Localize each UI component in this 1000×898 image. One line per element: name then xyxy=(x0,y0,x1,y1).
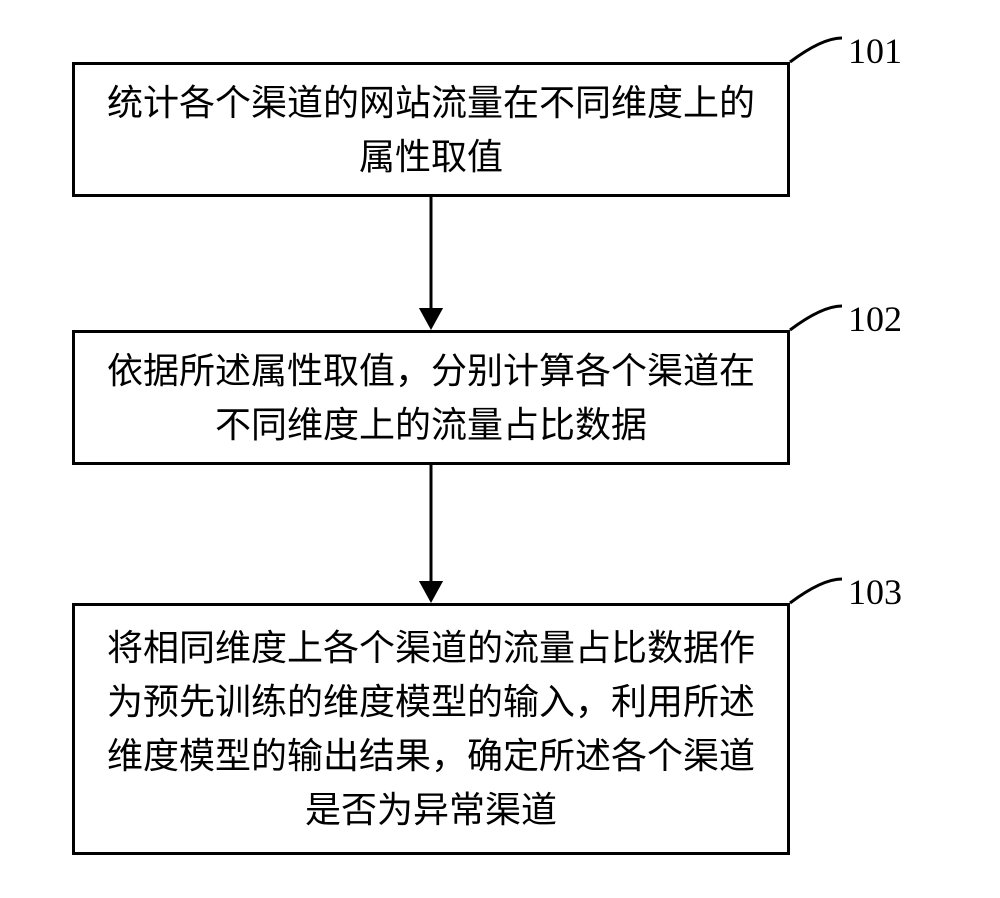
flow-step-102-label: 102 xyxy=(848,298,902,340)
flow-step-101: 统计各个渠道的网站流量在不同维度上的属性取值 xyxy=(72,62,790,197)
flow-step-102: 依据所述属性取值，分别计算各个渠道在不同维度上的流量占比数据 xyxy=(72,330,790,465)
flow-step-103-label: 103 xyxy=(848,571,902,613)
flow-step-102-text: 依据所述属性取值，分别计算各个渠道在不同维度上的流量占比数据 xyxy=(95,344,767,452)
flowchart-canvas: 统计各个渠道的网站流量在不同维度上的属性取值 101 依据所述属性取值，分别计算… xyxy=(0,0,1000,898)
flow-step-103-text: 将相同维度上各个渠道的流量占比数据作为预先训练的维度模型的输入，利用所述维度模型… xyxy=(95,621,767,837)
flow-step-101-text: 统计各个渠道的网站流量在不同维度上的属性取值 xyxy=(95,76,767,184)
flow-step-103: 将相同维度上各个渠道的流量占比数据作为预先训练的维度模型的输入，利用所述维度模型… xyxy=(72,603,790,855)
flow-step-101-label: 101 xyxy=(848,30,902,72)
